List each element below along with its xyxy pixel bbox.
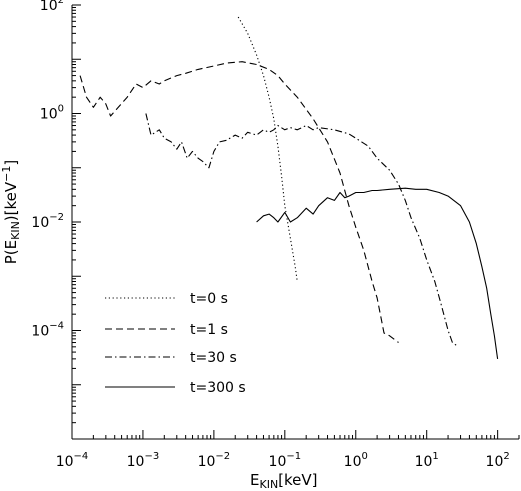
y-tick-label-base: 10 <box>31 324 49 340</box>
y-tick-label-base: 10 <box>40 107 58 123</box>
x-tick-label-exponent: −2 <box>215 451 230 462</box>
y-axis-label-main: P(E <box>2 240 20 264</box>
legend-label: t=30 s <box>190 350 237 366</box>
legend: t=0 s t=1 s t=30 s t=300 s <box>105 291 246 396</box>
x-tick-label: 101 <box>415 451 439 470</box>
y-tick-label-exponent: 0 <box>58 104 64 115</box>
x-tick-label: 100 <box>344 451 368 470</box>
y-axis-label-sub: KIN <box>9 221 22 240</box>
x-tick-label: 102 <box>486 451 510 470</box>
series-line-dotted <box>237 16 298 282</box>
legend-label: t=1 s <box>190 322 228 338</box>
x-tick-label-base: 10 <box>198 454 216 470</box>
y-tick-label-exponent: −4 <box>49 321 64 332</box>
series-lines <box>79 16 499 359</box>
x-tick-label-exponent: 2 <box>503 451 509 462</box>
y-axis-label-sup: −1 <box>0 166 13 182</box>
y-tick-label: 10−4 <box>31 321 64 340</box>
y-tick-label: 102 <box>40 0 64 14</box>
x-tick-label-base: 10 <box>269 454 287 470</box>
y-axis-label: P(EKIN)[keV−1] <box>0 160 22 265</box>
series-line-solid <box>256 187 499 359</box>
x-tick-label-base: 10 <box>127 454 145 470</box>
x-tick-label-base: 10 <box>56 454 74 470</box>
x-tick-label-exponent: −3 <box>144 451 159 462</box>
y-tick-label-base: 10 <box>40 0 58 14</box>
x-tick-label-exponent: −4 <box>74 451 89 462</box>
x-tick-label: 10−3 <box>127 451 160 470</box>
x-tick-label: 10−2 <box>198 451 231 470</box>
legend-label: t=300 s <box>190 380 246 396</box>
x-tick-label: 10−1 <box>269 451 302 470</box>
x-tick-label-exponent: −1 <box>286 451 301 462</box>
x-tick-label-exponent: 1 <box>432 451 438 462</box>
y-tick-label-exponent: −2 <box>49 212 64 223</box>
legend-label: t=0 s <box>190 291 228 307</box>
y-tick-label: 10−2 <box>31 212 64 231</box>
x-tick-label-base: 10 <box>486 454 504 470</box>
plot-frame <box>71 5 519 440</box>
x-axis-label-main: E <box>250 471 259 489</box>
y-axis-label-close: ] <box>2 160 20 166</box>
y-tick-label: 100 <box>40 104 64 123</box>
x-tick-label-exponent: 0 <box>361 451 367 462</box>
x-tick-label-base: 10 <box>415 454 433 470</box>
y-tick-label-exponent: 2 <box>58 0 64 6</box>
y-tick-label-base: 10 <box>31 215 49 231</box>
x-axis-label-sub: KIN <box>259 478 278 491</box>
series-line-dashed <box>79 61 399 343</box>
series-line-dashdot <box>145 113 459 348</box>
x-tick-label: 10−4 <box>56 451 89 470</box>
axis-ticks <box>71 4 520 440</box>
x-axis-label: EKIN[keV] <box>250 471 318 491</box>
x-axis-label-unit: [keV] <box>278 471 317 489</box>
x-tick-label-base: 10 <box>344 454 362 470</box>
y-axis-label-unit: )[keV <box>2 181 20 221</box>
